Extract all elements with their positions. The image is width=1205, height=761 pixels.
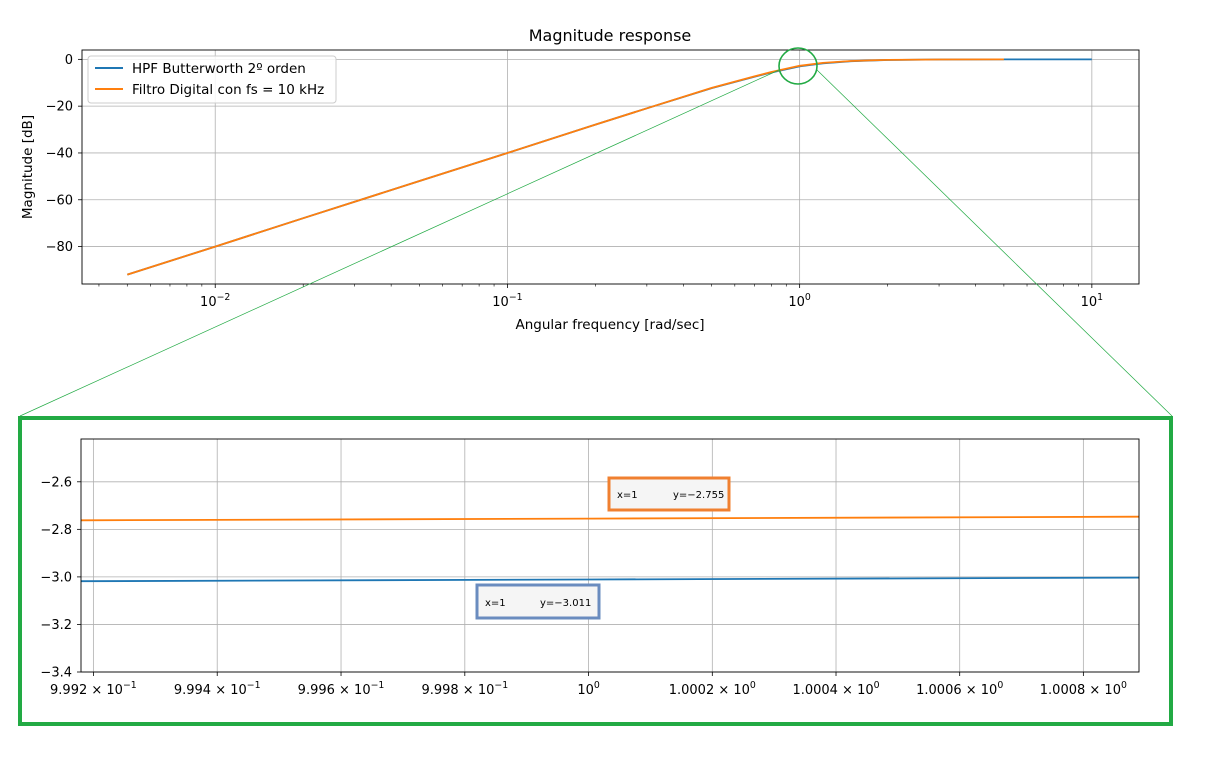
zoom-connector-left <box>19 69 780 417</box>
zoom-plot-background <box>81 439 1139 672</box>
x-tick-label: 10−2 <box>200 292 230 310</box>
main-y-ticks: 0 −20 −40 −60 −80 <box>46 53 82 255</box>
main-chart: 0 −20 −40 −60 −80 10−2 10−1 100 101 Magnitude r… <box>20 26 1140 333</box>
x-tick-label: 1.0002 × 100 <box>669 680 756 698</box>
series-line <box>80 576 1140 583</box>
legend-label-digital: Filtro Digital con fs = 10 kHz <box>132 82 324 98</box>
datatip-digital-x: x=1 <box>617 490 638 501</box>
datatip-hpf-x: x=1 <box>485 598 506 609</box>
x-tick-label: 1.0006 × 100 <box>916 680 1003 698</box>
main-lines <box>127 58 1092 276</box>
y-axis-label: Magnitude [dB] <box>20 115 36 219</box>
y-tick-label: −40 <box>46 146 73 161</box>
legend-box <box>87 55 337 104</box>
x-tick-label: 9.998 × 10−1 <box>421 680 508 698</box>
datatip-digital: x=1 y=−2.755 <box>607 476 731 512</box>
zoom-plot-frame <box>80 438 1140 673</box>
zoom-connectors <box>19 69 1173 417</box>
zoom-y-ticks: −2.6 −2.8 −3.0 −3.2 −3.4 <box>40 475 81 681</box>
main-x-ticks: 10−2 10−1 100 101 <box>98 284 1104 310</box>
y-tick-label: −3.4 <box>40 666 72 681</box>
y-tick-label: −20 <box>46 100 73 115</box>
x-tick-label: 100 <box>788 292 811 310</box>
datatip-digital-box <box>607 476 731 512</box>
zoom-region-circle <box>778 47 818 85</box>
zoom-connector-right <box>816 69 1173 417</box>
datatip-hpf-y: y=−3.011 <box>540 598 591 609</box>
x-tick-label: 9.994 × 10−1 <box>174 680 261 698</box>
y-tick-label: −3.2 <box>40 618 72 633</box>
y-tick-label: −3.0 <box>40 570 72 585</box>
x-tick-label: 10−1 <box>492 292 522 310</box>
x-tick-label: 9.996 × 10−1 <box>298 680 385 698</box>
x-tick-label: 101 <box>1081 292 1104 310</box>
main-plot-frame <box>81 49 1140 285</box>
zoom-x-ticks: 9.992 × 10−1 9.994 × 10−1 9.996 × 10−1 9.99… <box>50 672 1127 698</box>
y-tick-label: −2.6 <box>40 475 72 490</box>
datatip-hpf: x=1 y=−3.011 <box>475 583 601 620</box>
zoom-lines <box>80 515 1140 583</box>
x-axis-label: Angular frequency [rad/sec] <box>515 317 704 333</box>
y-tick-label: 0 <box>65 53 73 68</box>
zoomed-inset-chart: −2.6 −2.8 −3.0 −3.2 −3.4 9.992 × 10−1 9.994 ×… <box>18 416 1173 726</box>
chart-title: Magnitude response <box>529 26 692 45</box>
x-tick-label: 9.992 × 10−1 <box>50 680 137 698</box>
series-line <box>127 58 1004 276</box>
series-line <box>80 515 1140 522</box>
legend-label-hpf: HPF Butterworth 2º orden <box>132 61 306 77</box>
y-tick-label: −80 <box>46 240 73 255</box>
y-tick-label: −2.8 <box>40 523 72 538</box>
legend: HPF Butterworth 2º orden Filtro Digital … <box>87 55 337 104</box>
y-tick-label: −60 <box>46 193 73 208</box>
datatip-hpf-box <box>475 583 601 620</box>
datatip-digital-y: y=−2.755 <box>673 490 724 501</box>
x-tick-label: 1.0008 × 100 <box>1040 680 1127 698</box>
x-tick-label: 100 <box>577 680 600 698</box>
x-tick-label: 1.0004 × 100 <box>792 680 879 698</box>
